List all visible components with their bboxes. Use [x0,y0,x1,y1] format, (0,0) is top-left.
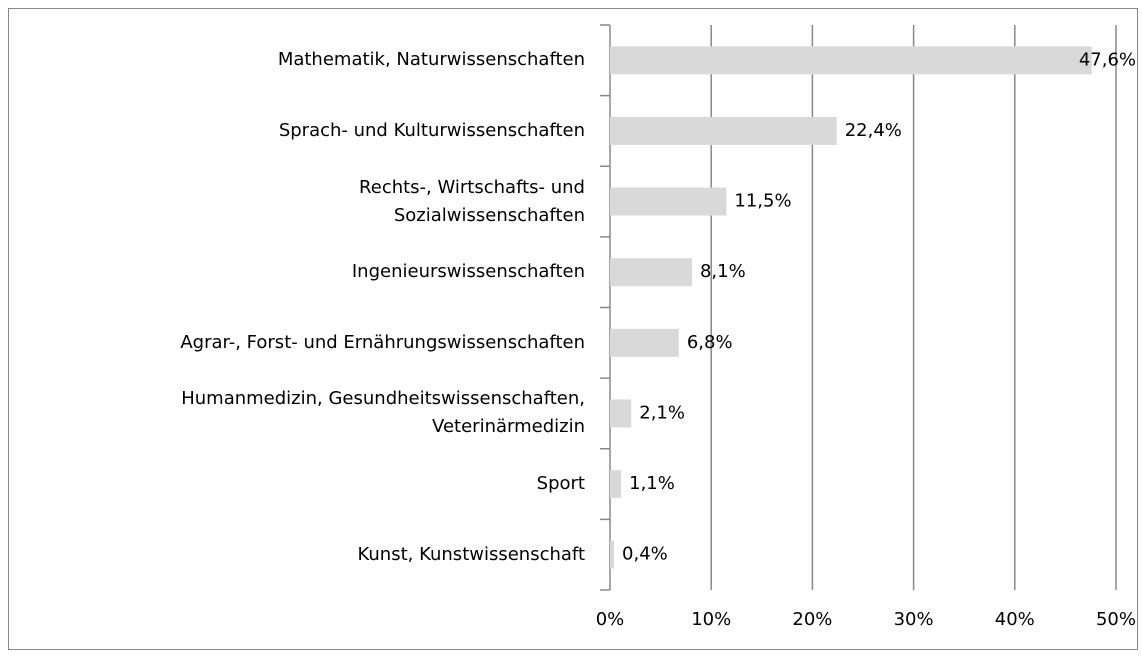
category-label: Sport [536,473,585,495]
bar [610,328,679,357]
value-label: 47,6% [1079,49,1136,70]
x-tick-label: 10% [691,609,731,630]
bar [610,258,692,287]
bar [610,46,1092,75]
category-label: Humanmedizin, Gesundheitswissenschaften,… [181,388,585,438]
value-label: 22,4% [845,120,902,141]
category-label: Rechts-, Wirtschafts- und Sozialwissensc… [359,176,585,226]
x-tick-label: 20% [792,609,832,630]
category-label: Ingenieurswissenschaften [351,261,585,283]
value-label: 2,1% [639,402,685,423]
frame [8,8,1138,650]
bar [610,116,837,145]
category-label: Mathematik, Naturwissenschaften [277,49,585,71]
category-label: Sprach- und Kulturwissenschaften [278,119,585,141]
value-label: 8,1% [700,261,746,282]
value-label: 1,1% [629,473,675,494]
x-tick-label: 0% [596,609,625,630]
bar [610,540,615,569]
value-label: 0,4% [622,544,668,565]
bar [610,470,622,499]
x-tick-label: 30% [894,609,934,630]
x-tick-label: 40% [995,609,1035,630]
category-label: Agrar-, Forst- und Ernährungswissenschaf… [180,331,585,353]
bar [610,187,727,216]
bar [610,399,632,428]
value-label: 11,5% [734,191,791,212]
value-label: 6,8% [687,332,733,353]
x-tick-label: 50% [1096,609,1136,630]
category-label: Kunst, Kunstwissenschaft [357,543,585,565]
